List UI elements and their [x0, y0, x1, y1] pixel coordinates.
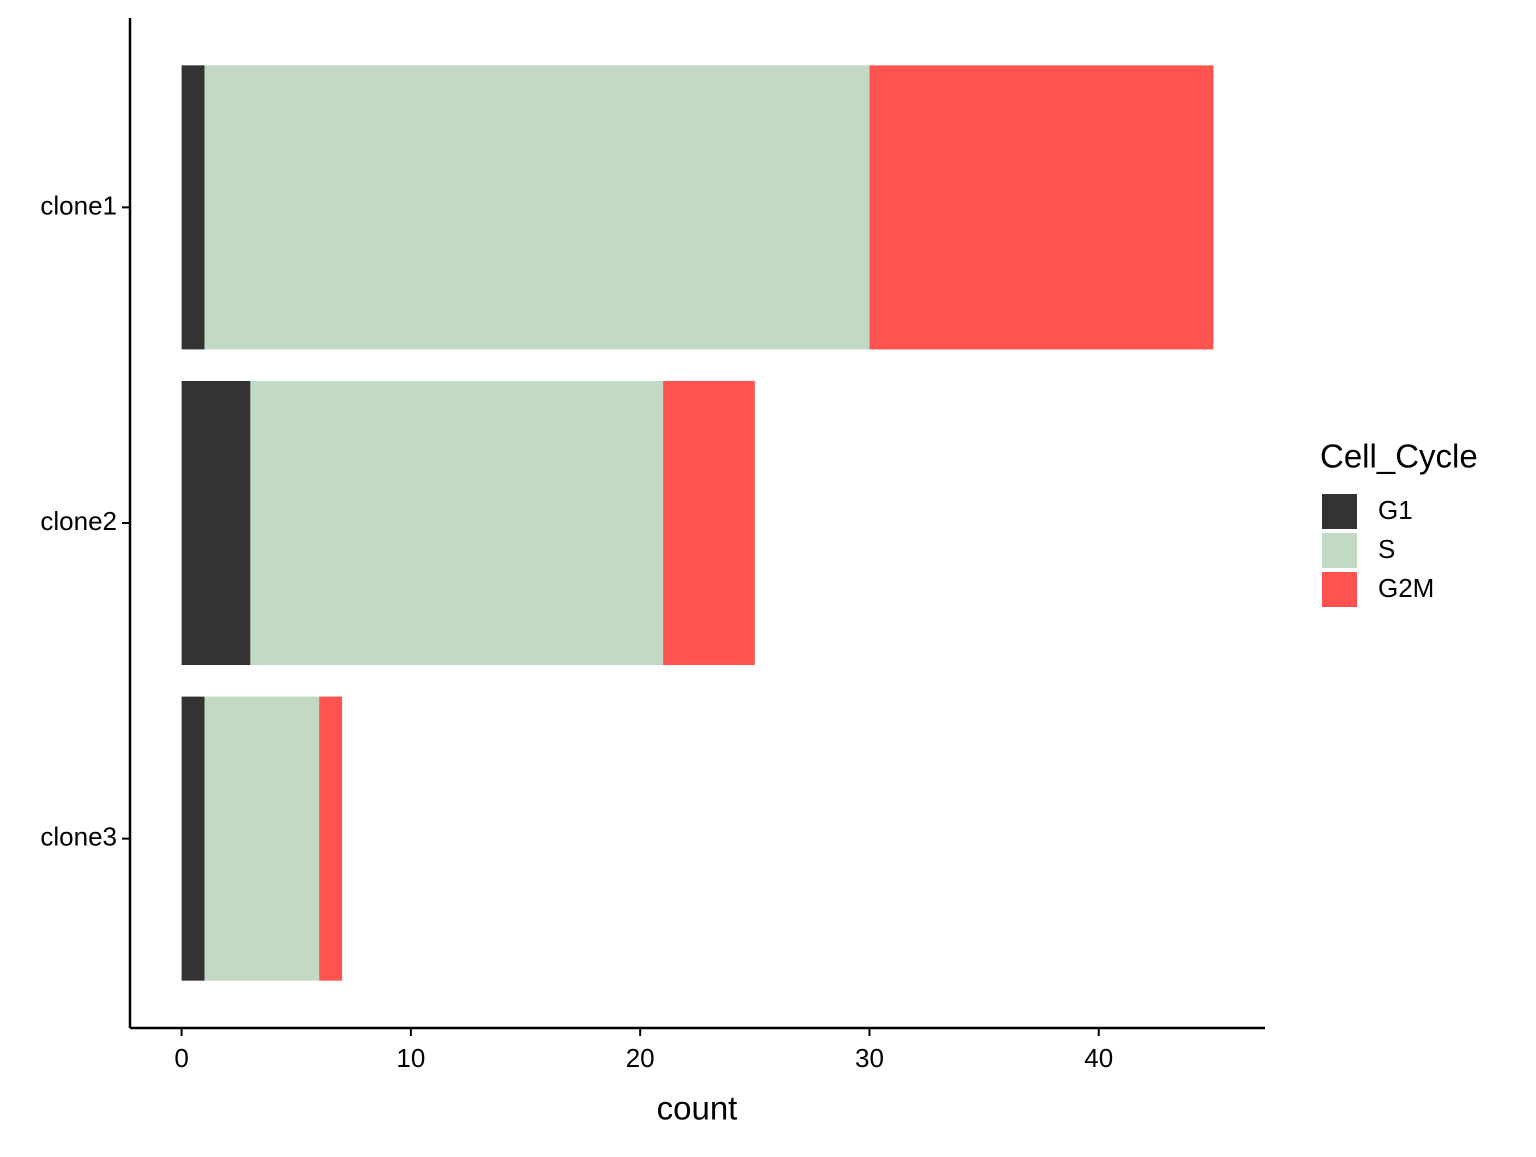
- x-tick-label: 40: [1084, 1043, 1113, 1073]
- legend-label: G2M: [1378, 573, 1434, 603]
- legend-key: [1322, 494, 1357, 529]
- bar-segment: [319, 696, 343, 981]
- x-tick-label: 0: [174, 1043, 188, 1073]
- legend-key: [1322, 572, 1357, 607]
- bar-segment: [204, 696, 320, 981]
- x-tick-label: 30: [855, 1043, 884, 1073]
- y-tick-label: clone3: [40, 822, 117, 852]
- x-axis-label: count: [657, 1090, 738, 1127]
- bar-segment: [181, 65, 205, 350]
- bar-segment: [204, 65, 870, 350]
- legend-label: G1: [1378, 495, 1413, 525]
- bar-segment: [181, 696, 205, 981]
- y-tick-label: clone2: [40, 506, 117, 536]
- legend-title: Cell_Cycle: [1320, 438, 1478, 475]
- bar-segment: [869, 65, 1214, 350]
- bar-segment: [181, 380, 251, 666]
- y-tick-label: clone1: [40, 190, 117, 220]
- x-tick-label: 10: [396, 1043, 425, 1073]
- legend-label: S: [1378, 534, 1395, 564]
- legend-key: [1322, 533, 1357, 568]
- bar-segment: [250, 380, 664, 666]
- x-tick-label: 20: [626, 1043, 655, 1073]
- bar-segment: [663, 380, 755, 666]
